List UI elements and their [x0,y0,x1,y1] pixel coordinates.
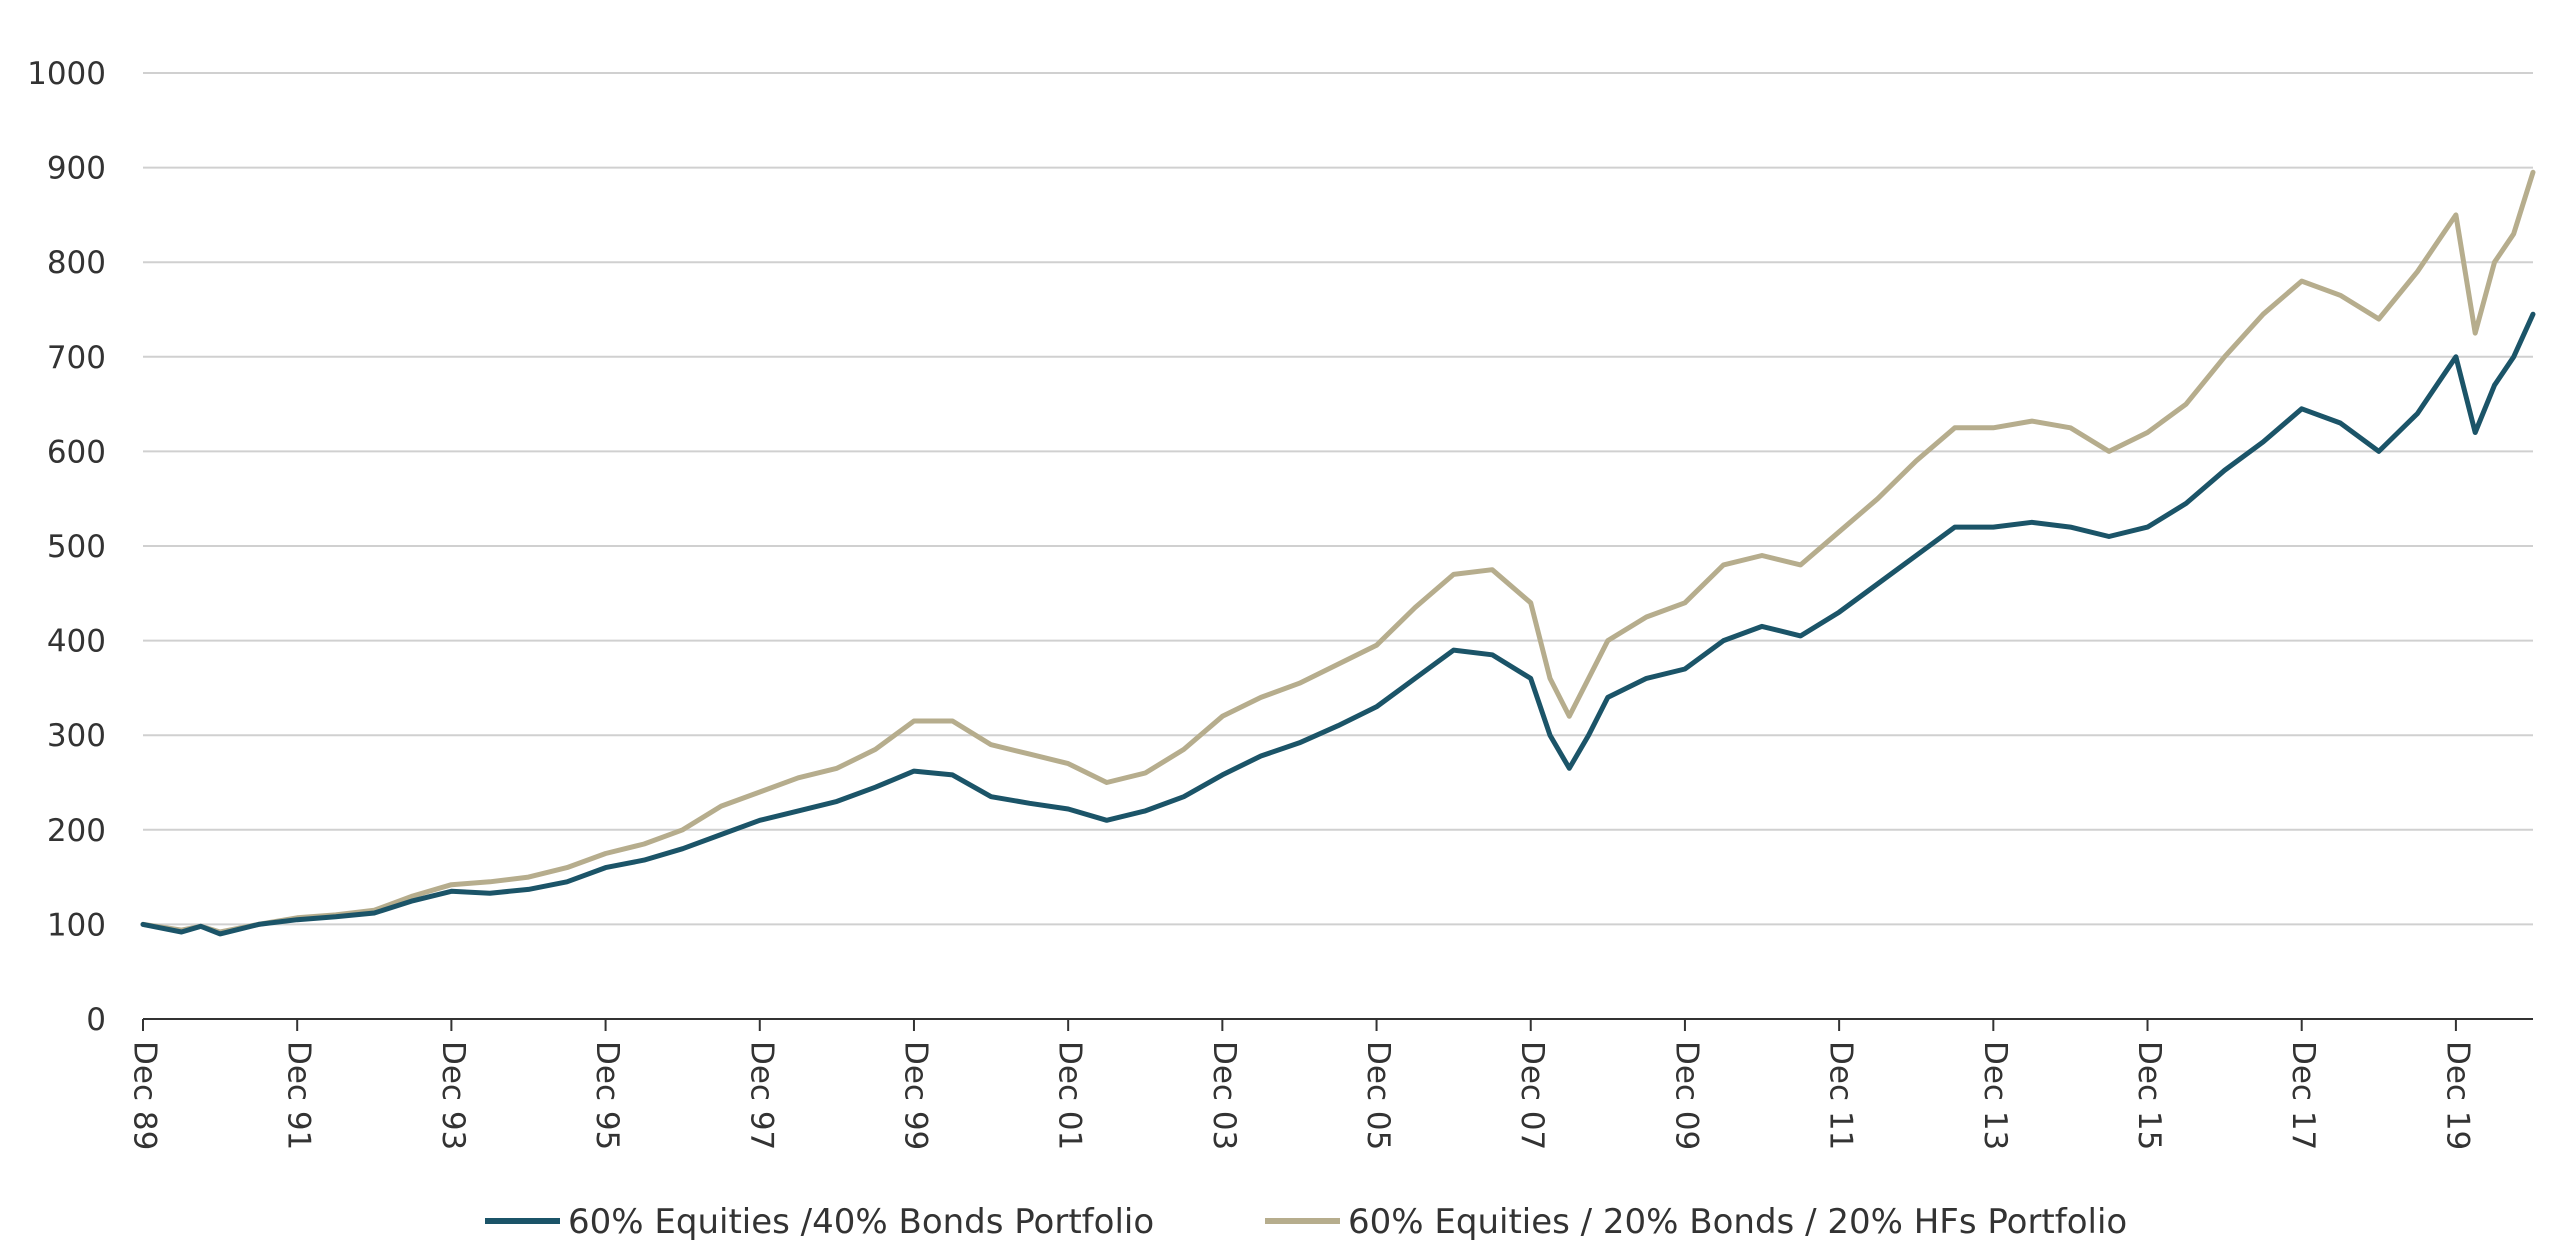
y-tick-label: 400 [47,624,106,660]
y-tick-label: 600 [47,434,106,470]
y-tick-label: 0 [86,1002,106,1038]
x-tick-label: Dec 05 [1360,1041,1396,1150]
gridlines [143,72,2533,926]
x-tick-label: Dec 11 [1823,1041,1859,1150]
legend-label: 60% Equities / 20% Bonds / 20% HFs Portf… [1348,1202,2127,1242]
y-tick-label: 300 [47,718,106,754]
y-tick-label: 100 [47,907,106,943]
y-tick-label: 200 [47,813,106,849]
x-tick-label: Dec 19 [2439,1041,2475,1150]
series-line-1 [140,311,2536,937]
x-tick-label: Dec 15 [2131,1041,2167,1150]
x-tick-label: Dec 99 [897,1041,933,1150]
series-lines [140,169,2536,937]
x-tick-label: Dec 03 [1206,1041,1242,1150]
legend-item-1: 60% Equities /40% Bonds Portfolio [485,1202,1154,1242]
x-tick-label: Dec 95 [589,1041,625,1150]
legend-item-2: 60% Equities / 20% Bonds / 20% HFs Portf… [1265,1202,2127,1242]
y-tick-label: 500 [47,529,106,565]
x-tick-label: Dec 07 [1514,1041,1550,1150]
x-tick-label: Dec 93 [435,1041,471,1150]
y-tick-label: 700 [47,340,106,376]
x-tick-label: Dec 97 [743,1041,779,1150]
x-axis-ticks: Dec 89 Dec 91 Dec 93 Dec 95 Dec 97 Dec 99 Dec … [127,1019,2475,1150]
x-tick-label: Dec 13 [1977,1041,2013,1150]
legend: 60% Equities /40% Bonds Portfolio 60% Equ… [485,1202,2127,1242]
legend-label: 60% Equities /40% Bonds Portfolio [568,1202,1154,1242]
x-tick-label: Dec 01 [1052,1041,1088,1150]
y-tick-label: 800 [47,245,106,281]
y-axis-ticks: 0 100 200 300 400 500 600 700 800 900 1000 [27,56,106,1038]
x-tick-label: Dec 91 [281,1041,317,1150]
y-tick-label: 1000 [27,56,106,92]
y-tick-label: 900 [47,151,106,187]
x-tick-label: Dec 09 [1668,1041,1704,1150]
x-tick-label: Dec 17 [2285,1041,2321,1150]
x-tick-label: Dec 89 [127,1041,163,1150]
series-line-2 [140,169,2536,935]
